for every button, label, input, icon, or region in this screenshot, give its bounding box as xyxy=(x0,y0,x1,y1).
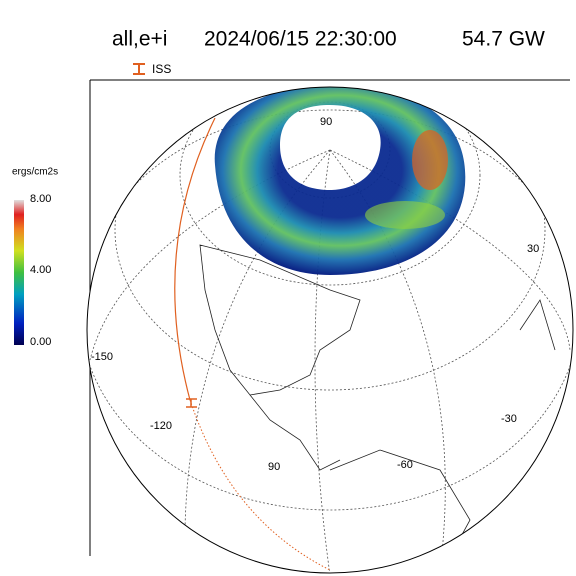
grid-label: 90 xyxy=(268,461,280,473)
iss-orbit xyxy=(174,117,216,401)
globe xyxy=(87,87,573,573)
mode: all,e+i xyxy=(112,28,167,51)
globe-outline xyxy=(86,86,574,574)
iss-legend-marker xyxy=(133,63,145,75)
colorbar-tick: 0.00 xyxy=(30,336,51,348)
colorbar-tick: 8.00 xyxy=(30,193,51,205)
iss-legend: ISS xyxy=(152,62,171,76)
grid-label: 30 xyxy=(527,243,539,255)
colorbar xyxy=(14,200,24,345)
colorbar-unit: ergs/cm2s xyxy=(12,167,58,178)
iss-orbit-future xyxy=(189,399,331,571)
colorbar-tick: 4.00 xyxy=(30,264,51,276)
grid-label: 90 xyxy=(320,116,332,128)
datetime: 2024/06/15 22:30:00 xyxy=(204,28,397,51)
grid-label: -30 xyxy=(501,413,517,425)
grid-label: -60 xyxy=(397,459,413,471)
power: 54.7 GW xyxy=(462,28,545,51)
grid-label: -120 xyxy=(150,420,172,432)
iss-position xyxy=(186,398,197,408)
grid-label: -150 xyxy=(91,351,113,363)
